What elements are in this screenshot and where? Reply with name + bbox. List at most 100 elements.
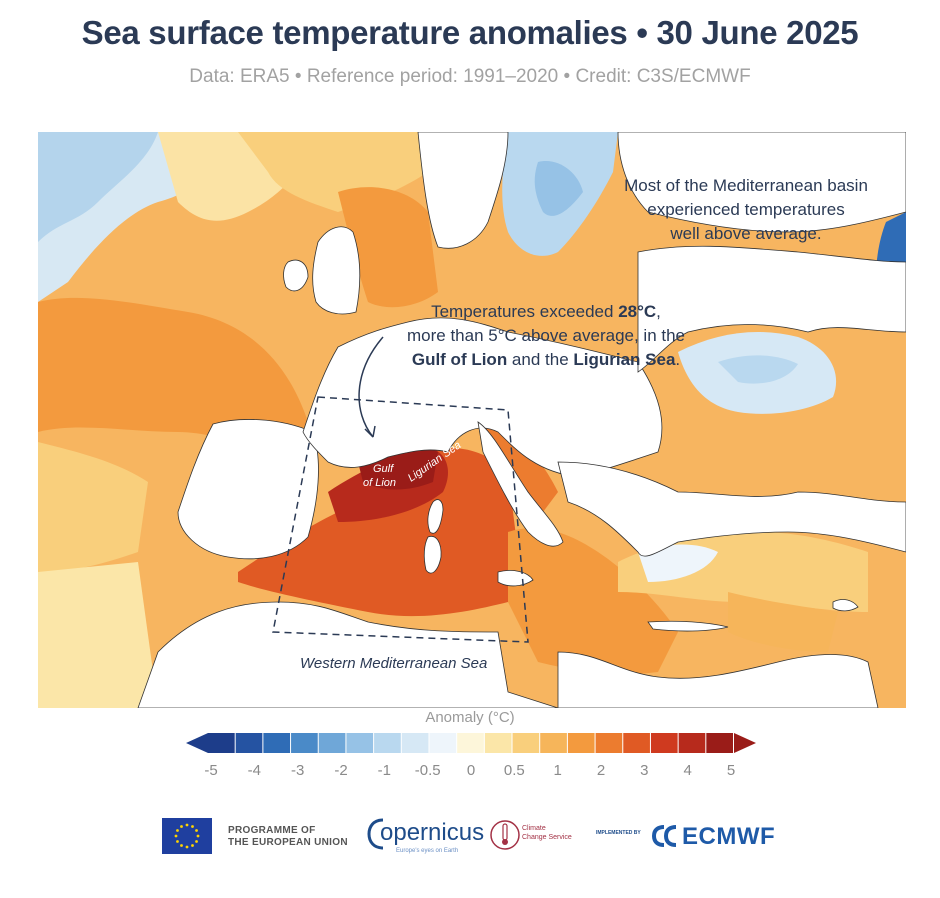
balkans-anatolia xyxy=(557,461,906,557)
legend-tick-label: 4 xyxy=(683,762,691,779)
eu-star xyxy=(185,845,189,849)
eu-star xyxy=(196,834,200,838)
aegean-cool xyxy=(638,544,718,582)
legend-tick-label: -2 xyxy=(334,762,347,779)
legend-swatch xyxy=(623,733,650,753)
legend-swatch xyxy=(567,733,595,753)
temp-line-3-d: . xyxy=(675,350,681,369)
legend-tick-label: -5 xyxy=(204,762,217,779)
legend-tick-label: 3 xyxy=(640,762,648,779)
implemented-by-text: IMPLEMENTED BY xyxy=(596,830,641,836)
scandinavia xyxy=(417,132,509,249)
legend-arrow-right xyxy=(734,733,756,753)
ligurian-sea-bold: Ligurian Sea xyxy=(573,350,676,369)
temp-28c: 28°C xyxy=(618,302,657,321)
corsica xyxy=(427,499,444,534)
eu-star xyxy=(195,829,198,832)
eu-star xyxy=(195,840,198,843)
legend-tick-label: 2 xyxy=(597,762,605,779)
annotation-arrow xyxy=(358,336,384,438)
temp-line-2: more than 5°C above average, in the xyxy=(406,326,686,345)
c3s-line-1: Climate xyxy=(522,825,546,832)
legend-tick-label: 0 xyxy=(467,762,475,779)
c3s-text: Climate Change Service xyxy=(522,824,572,842)
temp-line-1-a: Temperatures exceeded xyxy=(431,302,619,321)
great-britain xyxy=(312,226,361,315)
western-europe xyxy=(302,317,663,478)
copernicus-wordmark: opernicus xyxy=(380,819,485,846)
temp-line-1-c: , xyxy=(656,302,661,321)
legend-swatch xyxy=(429,733,457,753)
western-med-box xyxy=(272,396,529,643)
crete xyxy=(647,620,729,632)
basin-line-2: experienced temperatures xyxy=(647,200,845,219)
temperature-annotation: Temperatures exceeded 28°C, more than 5°… xyxy=(386,300,706,372)
cyprus xyxy=(832,599,859,612)
eu-star xyxy=(180,825,183,828)
legend-tick-label: 5 xyxy=(727,762,735,779)
ecmwf-icon xyxy=(652,825,677,847)
color-legend: -5 -4 -3 -2 -1 -0.5 0 0.5 1 2 3 4 5 xyxy=(186,733,756,779)
legend-swatch xyxy=(291,733,318,753)
eu-star xyxy=(176,840,179,843)
italy xyxy=(477,421,564,547)
legend-tick-label: 0.5 xyxy=(504,762,525,779)
basin-annotation: Most of the Mediterranean basin experien… xyxy=(596,174,896,246)
legend-swatch xyxy=(457,733,484,753)
eu-star xyxy=(191,844,194,847)
eu-star xyxy=(176,829,179,832)
legend-swatch xyxy=(512,733,540,753)
gulf-of-lion-bold: Gulf of Lion xyxy=(411,350,508,369)
legend-swatch xyxy=(678,733,706,753)
legend-arrow-left xyxy=(186,733,208,753)
legend-swatch xyxy=(540,733,567,753)
sicily xyxy=(497,570,534,587)
c3s-line-2: Change Service xyxy=(522,834,572,841)
legend-tick-label: -1 xyxy=(378,762,391,779)
legend-tick-label: 1 xyxy=(553,762,561,779)
basin-line-1: Most of the Mediterranean basin xyxy=(624,176,868,195)
eu-star xyxy=(185,823,189,827)
sardinia xyxy=(423,535,442,574)
eu-star xyxy=(174,834,178,838)
copernicus-logo: opernicus Europe's eyes on Earth xyxy=(366,814,484,858)
legend-swatch xyxy=(595,733,623,753)
legend-swatch xyxy=(318,733,346,753)
ireland xyxy=(283,259,309,292)
north-africa xyxy=(137,601,559,708)
basin-line-3: well above average. xyxy=(670,224,822,243)
legend-tick-label: -3 xyxy=(291,762,304,779)
legend-tick-label: -4 xyxy=(248,762,261,779)
eu-star xyxy=(191,825,194,828)
iberian-peninsula xyxy=(177,419,319,560)
copernicus-tagline: Europe's eyes on Earth xyxy=(396,848,459,854)
thermometer-icon xyxy=(490,820,520,850)
legend-swatch xyxy=(401,733,429,753)
legend-swatch xyxy=(346,733,374,753)
map-subtitle: Data: ERA5 • Reference period: 1991–2020… xyxy=(189,66,751,87)
copernicus-c-icon xyxy=(367,818,384,850)
eu-line-1: PROGRAMME OF xyxy=(228,825,316,836)
temp-line-1: Temperatures exceeded 28°C, xyxy=(386,300,706,324)
eu-flag-icon xyxy=(162,818,212,854)
legend-title: Anomaly (°C) xyxy=(425,709,515,726)
legend-swatch xyxy=(706,733,733,753)
eu-programme-text: PROGRAMME OF THE EUROPEAN UNION xyxy=(228,825,348,849)
c3s-logo: Climate Change Service xyxy=(490,818,580,854)
legend-tick-label: -0.5 xyxy=(415,762,441,779)
anomaly-map: Gulf of Lion Ligurian Sea xyxy=(38,132,906,708)
land xyxy=(137,132,906,708)
legend-swatch xyxy=(650,733,678,753)
ecmwf-wordmark: ECMWF xyxy=(682,823,776,850)
legend-swatch xyxy=(484,733,512,753)
western-med-hot xyxy=(238,448,518,617)
legend-swatch xyxy=(235,733,263,753)
eu-line-2: THE EUROPEAN UNION xyxy=(228,837,348,848)
eu-star xyxy=(180,844,183,847)
legend-swatch xyxy=(263,733,291,753)
temp-line-3: Gulf of Lion and the Ligurian Sea. xyxy=(386,348,706,372)
temp-line-3-b: and the xyxy=(507,350,574,369)
box-label: Western Mediterranean Sea xyxy=(300,655,488,672)
legend-swatch xyxy=(374,733,401,753)
gulf-label-line2: of Lion xyxy=(363,477,396,489)
